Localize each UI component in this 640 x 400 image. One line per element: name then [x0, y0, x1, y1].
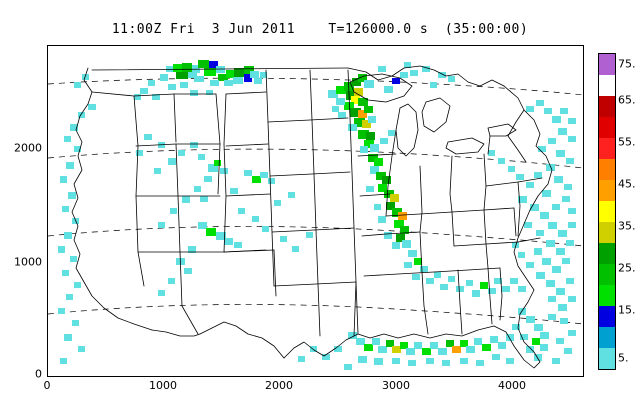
cbar-label-35: 35. [618, 219, 636, 233]
cbar-band-5 [599, 348, 615, 369]
y-tick-2000: 2000 [14, 141, 42, 155]
map-canvas [48, 60, 583, 370]
cbar-label-55: 55. [618, 135, 636, 149]
cbar-label-75: 75. [618, 57, 636, 71]
cbar-band-20 [599, 285, 615, 306]
y-tick-1000: 1000 [14, 255, 42, 269]
cbar-band-10 [599, 327, 615, 348]
cbar-band-75 [599, 54, 615, 75]
reflectivity-colorbar [598, 53, 616, 370]
map-plot-area [47, 45, 584, 377]
cbar-label-5: 5. [618, 351, 629, 365]
cbar-label-25: 25. [618, 261, 636, 275]
cbar-band-60 [599, 117, 615, 138]
cbar-band-45 [599, 180, 615, 201]
cbar-band-15 [599, 306, 615, 327]
cbar-band-30 [599, 243, 615, 264]
x-tick-0: 0 [43, 379, 51, 392]
cbar-label-45: 45. [618, 177, 636, 191]
cbar-band-40 [599, 201, 615, 222]
cbar-label-65: 65. [618, 93, 636, 107]
cbar-band-70 [599, 75, 615, 96]
cbar-band-25 [599, 264, 615, 285]
reflectivity-field [58, 60, 576, 370]
cbar-band-65 [599, 96, 615, 117]
figure-title: 11:00Z Fri 3 Jun 2011 T=126000.0 s (35:0… [111, 22, 529, 37]
x-tick-2000: 2000 [265, 379, 293, 392]
cbar-band-35 [599, 222, 615, 243]
y-tick-0: 0 [35, 367, 42, 381]
x-tick-1000: 1000 [149, 379, 177, 392]
x-tick-4000: 4000 [498, 379, 526, 392]
cbar-band-55 [599, 138, 615, 159]
map-boundaries [71, 65, 553, 369]
cbar-label-15: 15. [618, 303, 636, 317]
cbar-band-50 [599, 159, 615, 180]
x-tick-3000: 3000 [382, 379, 410, 392]
